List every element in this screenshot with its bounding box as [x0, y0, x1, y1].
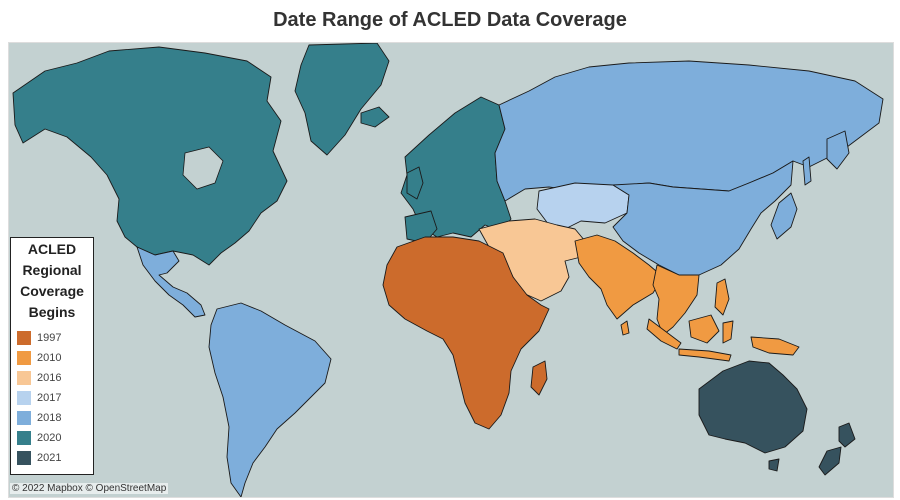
- legend-item[interactable]: 2010: [17, 348, 61, 368]
- legend-label: 2020: [37, 432, 62, 444]
- region-iceland[interactable]: [360, 106, 390, 128]
- map-title: Date Range of ACLED Data Coverage: [273, 9, 627, 31]
- region-philippines[interactable]: [714, 278, 730, 316]
- legend-item[interactable]: 2020: [17, 428, 61, 448]
- legend-swatch: [17, 391, 31, 405]
- region-greenland[interactable]: [294, 43, 390, 156]
- legend-swatch: [17, 451, 31, 465]
- legend-title-line: Regional: [22, 262, 82, 278]
- region-iberia[interactable]: [404, 210, 438, 244]
- legend-swatch: [17, 411, 31, 425]
- legend-swatch: [17, 331, 31, 345]
- legend-title: ACLED Regional Coverage Begins: [11, 238, 93, 323]
- legend-item[interactable]: 2017: [17, 388, 61, 408]
- legend-label: 2017: [37, 392, 62, 404]
- legend-label: 2021: [37, 452, 62, 464]
- region-madagascar[interactable]: [530, 360, 548, 396]
- region-southeast-asia[interactable]: [652, 264, 700, 336]
- legend-label: 2018: [37, 412, 62, 424]
- region-borneo[interactable]: [688, 314, 720, 344]
- legend: ACLED Regional Coverage Begins 1997 2010…: [10, 237, 94, 475]
- region-tasmania[interactable]: [768, 458, 780, 472]
- region-africa[interactable]: [382, 236, 550, 430]
- region-indonesia-sumatra[interactable]: [646, 318, 682, 350]
- region-east-asia[interactable]: [612, 160, 794, 276]
- region-japan[interactable]: [770, 192, 798, 240]
- map-svg: [12, 43, 884, 497]
- legend-item[interactable]: 2018: [17, 408, 61, 428]
- legend-item[interactable]: 2016: [17, 368, 61, 388]
- region-uk[interactable]: [406, 166, 424, 200]
- legend-swatch: [17, 371, 31, 385]
- region-north-america[interactable]: [12, 46, 288, 266]
- region-java[interactable]: [678, 348, 732, 362]
- legend-label: 2010: [37, 352, 62, 364]
- legend-title-line: Begins: [28, 304, 76, 320]
- region-sakhalin[interactable]: [802, 156, 812, 186]
- region-central-asia[interactable]: [536, 182, 630, 230]
- legend-swatch: [17, 431, 31, 445]
- world-map[interactable]: [8, 42, 894, 498]
- legend-items: 1997 2010 2016 2017 2018 2020 2021: [17, 328, 61, 468]
- region-australia[interactable]: [698, 360, 808, 454]
- legend-swatch: [17, 351, 31, 365]
- legend-title-line: Coverage: [20, 283, 84, 299]
- region-papua[interactable]: [750, 336, 800, 356]
- region-south-america[interactable]: [208, 302, 332, 497]
- legend-title-line: ACLED: [27, 241, 77, 257]
- region-south-asia[interactable]: [574, 234, 664, 320]
- legend-label: 1997: [37, 332, 62, 344]
- region-russia[interactable]: [494, 60, 884, 202]
- legend-label: 2016: [37, 372, 62, 384]
- region-sri-lanka[interactable]: [620, 320, 630, 336]
- legend-item[interactable]: 2021: [17, 448, 61, 468]
- region-central-america[interactable]: [136, 246, 206, 318]
- legend-item[interactable]: 1997: [17, 328, 61, 348]
- region-new-zealand-south[interactable]: [818, 446, 842, 476]
- region-kamchatka[interactable]: [826, 130, 850, 170]
- region-sulawesi[interactable]: [722, 320, 734, 344]
- map-attribution[interactable]: © 2022 Mapbox © OpenStreetMap: [10, 483, 169, 494]
- region-new-zealand[interactable]: [838, 422, 856, 448]
